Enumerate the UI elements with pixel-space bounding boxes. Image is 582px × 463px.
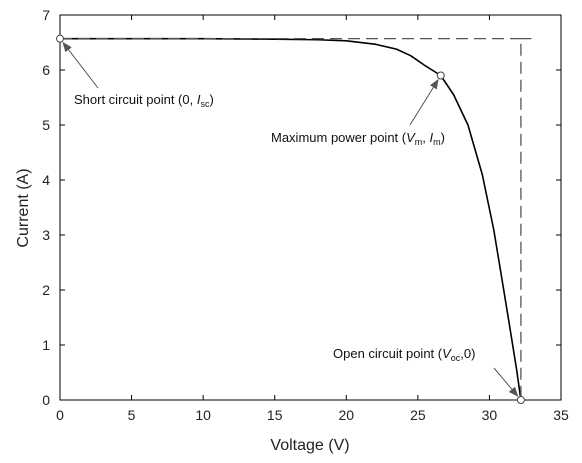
max-power-point xyxy=(436,71,445,80)
x-axis-title: Voltage (V) xyxy=(270,437,349,454)
x-tick-label-3: 15 xyxy=(267,407,283,423)
y-tick-label-2: 2 xyxy=(42,282,50,298)
y-tick-label-6: 6 xyxy=(42,62,50,78)
y-tick-label-7: 7 xyxy=(42,7,50,23)
points-layer xyxy=(56,34,525,404)
open-circuit-point xyxy=(516,396,525,404)
short-circuit-arrow xyxy=(62,41,99,89)
x-tick-label-5: 25 xyxy=(410,407,426,423)
y-tick-label-1: 1 xyxy=(42,337,50,353)
series-layer xyxy=(60,37,532,401)
x-tick-label-4: 20 xyxy=(338,407,354,423)
open-circuit-annotation: Open circuit point (Voc,0) xyxy=(333,346,475,363)
short-circuit-point xyxy=(56,34,64,43)
y-axis-title: Current (A) xyxy=(15,168,32,247)
x-tick-label-2: 10 xyxy=(195,407,211,423)
x-tick-label-6: 30 xyxy=(482,407,498,423)
rectangle-dashed-line xyxy=(60,38,532,400)
plot-frame xyxy=(59,14,562,401)
x-tick-label-1: 5 xyxy=(128,407,136,423)
open-circuit-arrow xyxy=(493,367,519,397)
x-tick-label-7: 35 xyxy=(553,407,569,423)
max-power-arrow xyxy=(409,78,439,126)
y-tick-label-5: 5 xyxy=(42,117,50,133)
y-tick-label-4: 4 xyxy=(42,172,50,188)
annotation-arrows xyxy=(62,41,519,397)
y-tick-label-3: 3 xyxy=(42,227,50,243)
x-tick-label-0: 0 xyxy=(56,407,64,423)
short-circuit-annotation: Short circuit point (0, Isc) xyxy=(74,92,214,109)
axis-tick-labels: 0 5 10 15 20 25 30 35 0 1 2 3 4 5 6 7 xyxy=(42,7,569,423)
max-power-annotation: Maximum power point (Vm, Im) xyxy=(271,130,445,147)
iv-curve-line xyxy=(60,37,522,401)
y-tick-label-0: 0 xyxy=(42,392,50,408)
axis-ticks xyxy=(59,14,562,401)
